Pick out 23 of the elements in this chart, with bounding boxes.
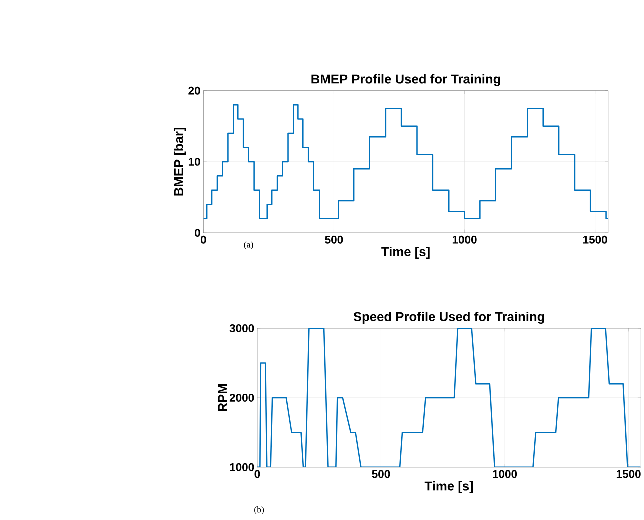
y-tick-label: 10 xyxy=(188,158,200,166)
y-tick-label: 0 xyxy=(194,228,200,237)
y-tick-label: 20 xyxy=(188,86,200,95)
line-series xyxy=(257,328,642,468)
y-tick-label: 1000 xyxy=(230,463,254,472)
text: (a) xyxy=(244,241,254,250)
x-tick-label: 1000 xyxy=(493,470,518,478)
y-axis-title: RPM xyxy=(218,384,228,412)
x-tick-label: 500 xyxy=(372,470,390,478)
x-tick-label: 0 xyxy=(200,236,206,244)
x-tick-label: 1500 xyxy=(583,236,608,244)
x-tick-label: 0 xyxy=(254,470,260,478)
x-tick-label: 1000 xyxy=(452,236,477,244)
chart-title: BMEP Profile Used for Training xyxy=(312,74,500,86)
y-tick-label: 2000 xyxy=(230,394,254,402)
text: (b) xyxy=(254,506,264,514)
chart-title: Speed Profile Used for Training xyxy=(354,312,544,324)
x-tick-label: 500 xyxy=(325,236,344,244)
x-axis-title: Time [s] xyxy=(382,246,430,259)
y-tick-label: 3000 xyxy=(230,324,254,332)
x-axis-title: Time [s] xyxy=(424,481,474,494)
x-tick-label: 1500 xyxy=(616,470,641,478)
y-axis-title: BMEP [bar] xyxy=(174,128,186,196)
